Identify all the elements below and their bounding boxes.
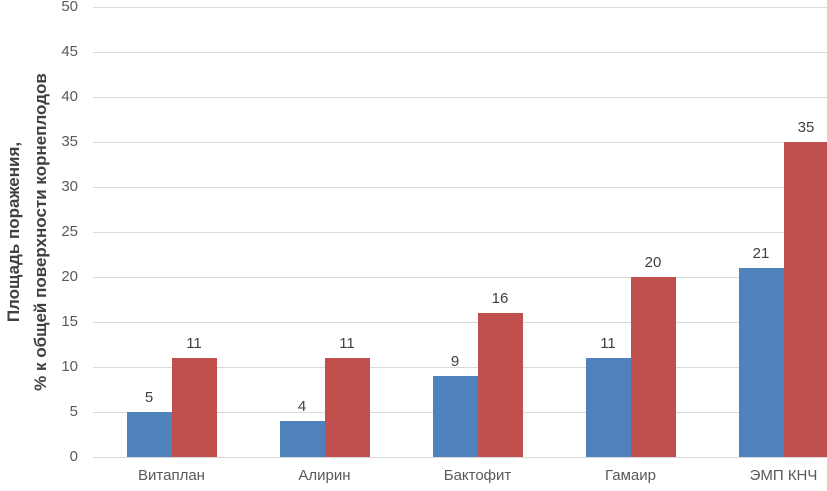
y-tick-label: 30	[61, 178, 78, 195]
data-label: 11	[600, 335, 616, 352]
y-tick-label: 35	[61, 133, 78, 150]
y-tick-label: 0	[69, 448, 78, 465]
y-tick-label: 45	[61, 43, 78, 60]
bar-series-red-2	[324, 358, 370, 457]
gridline	[93, 232, 827, 233]
data-label: 9	[450, 353, 460, 370]
gridline	[93, 52, 827, 53]
bar-series-red-4	[630, 277, 676, 457]
gridline	[93, 97, 827, 98]
category-label: Бактофит	[443, 467, 512, 484]
bar-series-red-5	[783, 142, 827, 457]
gridline	[93, 322, 827, 323]
data-label: 21	[752, 245, 770, 262]
y-tick-label: 40	[61, 88, 78, 105]
bar-series-blue-5	[738, 268, 784, 457]
bar-series-blue-3	[432, 376, 478, 457]
y-tick-label: 50	[61, 0, 78, 15]
y-tick-label: 20	[61, 268, 78, 285]
bar-series-blue-4	[585, 358, 631, 457]
gridline	[93, 187, 827, 188]
bar-series-blue-2	[279, 421, 325, 457]
bar-series-blue-1	[126, 412, 172, 457]
data-label: 20	[644, 254, 662, 271]
gridline	[93, 142, 827, 143]
x-axis-line	[93, 457, 827, 458]
category-label: Гамаир	[605, 467, 656, 484]
data-label: 16	[491, 290, 509, 307]
category-label: Витаплан	[138, 467, 205, 484]
bar-series-red-3	[477, 313, 523, 457]
bar-series-red-1	[171, 358, 217, 457]
data-label: 35	[797, 119, 815, 136]
y-tick-label: 15	[61, 313, 78, 330]
data-label: 5	[144, 389, 154, 406]
y-axis-title-line1: Площадь поражения,	[4, 141, 23, 323]
category-label: Алирин	[298, 467, 351, 484]
y-tick-label: 10	[61, 358, 78, 375]
data-label: 4	[297, 398, 307, 415]
y-tick-label: 5	[69, 403, 78, 420]
data-label: 11	[186, 335, 202, 352]
y-tick-label: 25	[61, 223, 78, 240]
data-label: 11	[339, 335, 355, 352]
gridline	[93, 277, 827, 278]
gridline	[93, 7, 827, 8]
category-label: ЭМП КНЧ	[749, 467, 818, 484]
gridline	[93, 367, 827, 368]
